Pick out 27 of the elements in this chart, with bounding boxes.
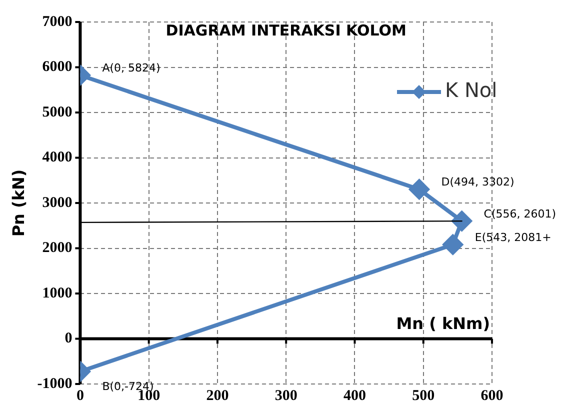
annotation: B(0,-724): [102, 380, 154, 393]
y-tick-label: -1000: [37, 376, 72, 392]
point: [452, 211, 472, 232]
x-tick-label: 300: [274, 388, 298, 404]
annotation: C(556, 2601): [484, 207, 556, 220]
y-tick-label: 4000: [42, 150, 72, 166]
x-tick-label: 500: [412, 388, 435, 404]
y-tick-label: 5000: [42, 104, 72, 120]
x-tick-label: 400: [343, 388, 366, 404]
legend-label: K Nol: [445, 78, 498, 102]
x-tick-label: 0: [76, 388, 84, 404]
x-tick-label: 600: [480, 388, 504, 404]
y-tick-label: 7000: [42, 14, 72, 30]
annotation: D(494, 3302): [441, 176, 514, 189]
x-tick-label: 200: [206, 388, 229, 404]
point: [442, 234, 463, 255]
y-tick-label: 1000: [42, 285, 72, 302]
y-tick-label: 0: [64, 330, 72, 347]
chart-title: DIAGRAM INTERAKSI KOLOM: [166, 21, 406, 40]
x-axis-title: Mn ( kNm): [396, 314, 490, 333]
y-tick-label: 6000: [42, 59, 72, 76]
annotation: A(0, 5824): [102, 62, 160, 75]
y-tick-label: 3000: [42, 194, 72, 211]
point: [409, 179, 430, 200]
annotation: E(543, 2081+: [474, 230, 552, 244]
y-axis-title: Pn (kN): [8, 169, 28, 237]
y-tick-label: 2000: [42, 240, 72, 256]
